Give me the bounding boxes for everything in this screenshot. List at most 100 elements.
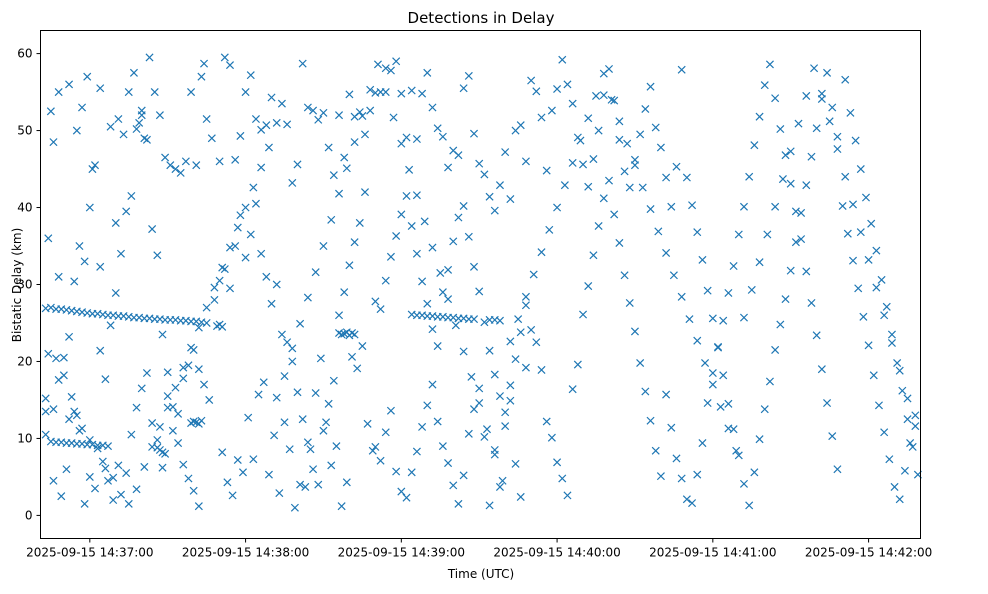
data-point-marker: [309, 106, 318, 115]
data-point-marker: [187, 343, 196, 352]
data-point-marker: [168, 426, 177, 435]
data-point-marker: [745, 501, 754, 510]
data-point-marker: [350, 138, 359, 147]
data-point-marker: [584, 282, 593, 291]
data-point-marker: [542, 166, 551, 175]
data-point-marker: [397, 210, 406, 219]
data-point-marker: [194, 502, 203, 511]
data-point-marker: [620, 167, 629, 176]
data-point-marker: [781, 151, 790, 160]
data-point-marker: [568, 99, 577, 108]
data-point-marker: [506, 195, 515, 204]
data-point-marker: [469, 315, 479, 324]
data-point-marker: [210, 283, 219, 292]
data-point-marker: [903, 415, 912, 424]
data-point-marker: [641, 104, 650, 114]
data-point-marker: [584, 182, 593, 191]
data-point-marker: [187, 88, 196, 97]
data-point-marker: [241, 203, 250, 212]
data-point-marker: [428, 243, 437, 252]
data-point-marker: [599, 69, 608, 78]
data-point-marker: [122, 207, 131, 216]
data-point-marker: [197, 416, 206, 425]
data-point-marker: [267, 93, 276, 102]
data-point-marker: [166, 161, 175, 170]
data-point-marker: [911, 411, 920, 420]
data-point-marker: [623, 139, 632, 148]
data-point-marker: [459, 201, 468, 211]
data-point-marker: [646, 416, 655, 425]
data-point-marker: [358, 111, 367, 120]
data-point-marker: [672, 454, 681, 463]
x-tick-label: 2025-09-15 14:42:00: [805, 546, 932, 560]
data-point-marker: [537, 113, 546, 122]
data-point-marker: [607, 95, 616, 104]
data-point-marker: [490, 370, 499, 379]
data-point-marker: [72, 411, 81, 420]
data-point-marker: [347, 352, 357, 361]
data-point-marker: [890, 482, 899, 491]
data-point-marker: [662, 173, 671, 182]
chart-title: Detections in Delay: [408, 9, 555, 27]
data-point-marker: [677, 292, 686, 301]
data-point-marker: [527, 76, 536, 85]
data-point-marker: [734, 230, 743, 239]
data-point-marker: [78, 424, 87, 433]
data-point-marker: [132, 124, 141, 134]
data-point-marker: [638, 183, 647, 192]
data-point-marker: [781, 295, 790, 304]
data-point-marker: [521, 157, 530, 166]
plot-markers: [41, 53, 922, 512]
data-point-marker: [760, 405, 769, 414]
data-point-marker: [101, 464, 110, 473]
data-point-marker: [558, 55, 567, 64]
data-point-marker: [277, 330, 286, 339]
data-point-marker: [791, 207, 800, 216]
data-point-marker: [558, 474, 567, 483]
data-point-marker: [311, 268, 320, 277]
data-point-marker: [436, 268, 445, 277]
data-point-marker: [545, 225, 554, 234]
data-point-marker: [132, 485, 141, 494]
data-point-marker: [148, 442, 157, 451]
data-point-marker: [373, 60, 382, 69]
data-point-marker: [469, 405, 479, 414]
data-point-marker: [418, 277, 427, 286]
data-point-marker: [724, 288, 733, 297]
data-point-marker: [444, 265, 453, 274]
data-point-marker: [98, 457, 107, 466]
data-point-marker: [459, 84, 468, 93]
data-point-marker: [238, 468, 248, 477]
data-point-marker: [303, 293, 312, 302]
data-point-marker: [854, 284, 863, 293]
data-point-marker: [807, 152, 816, 161]
data-point-marker: [506, 337, 515, 346]
data-point-marker: [402, 133, 411, 142]
data-point-marker: [114, 114, 123, 124]
data-point-marker: [802, 181, 811, 190]
x-tick-label: 2025-09-15 14:37:00: [26, 546, 153, 560]
data-point-marker: [672, 162, 681, 171]
data-point-marker: [553, 458, 562, 467]
data-point-marker: [688, 201, 697, 210]
data-point-marker: [532, 87, 541, 96]
data-point-marker: [41, 430, 50, 439]
data-point-marker: [848, 200, 858, 209]
data-point-marker: [532, 338, 541, 347]
data-point-marker: [124, 88, 133, 97]
data-point-marker: [467, 372, 476, 381]
data-point-marker: [397, 487, 406, 496]
data-point-marker: [342, 164, 351, 173]
data-point-marker: [171, 165, 180, 174]
x-tick-label: 2025-09-15 14:38:00: [182, 546, 309, 560]
data-point-marker: [280, 372, 289, 381]
data-point-marker: [480, 318, 489, 327]
data-point-marker: [371, 297, 380, 306]
data-point-marker: [215, 157, 224, 166]
data-point-marker: [449, 237, 458, 246]
data-point-marker: [194, 323, 203, 332]
data-point-marker: [332, 442, 341, 451]
data-point-marker: [516, 328, 525, 337]
data-point-marker: [475, 384, 484, 393]
